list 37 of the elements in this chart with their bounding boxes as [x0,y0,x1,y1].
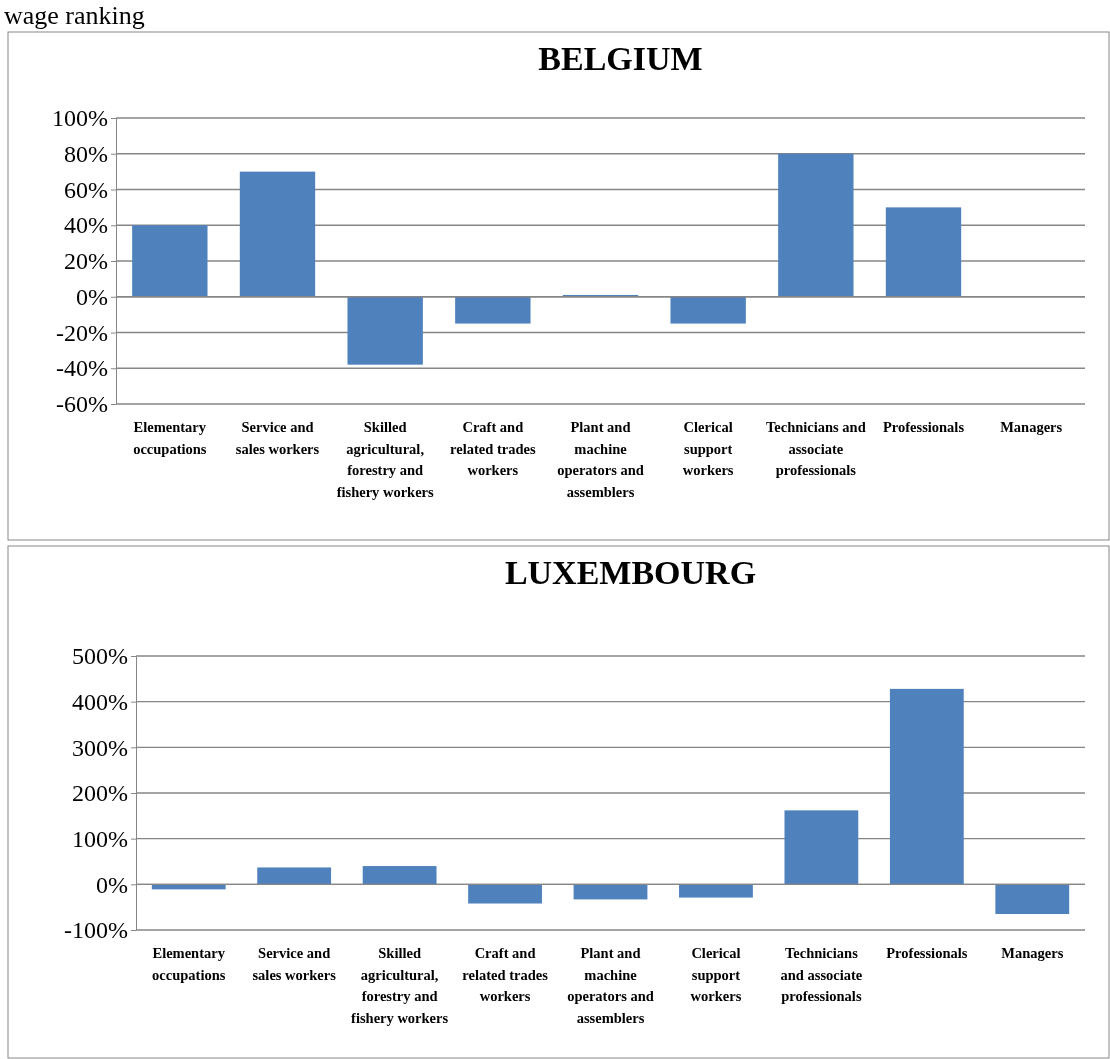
x-tick-label: Clerical support workers [682,419,734,478]
x-tick-label: Managers [1001,945,1064,961]
x-tick-label: Elementary occupations [133,419,207,457]
x-tick-label: Technicians and associate professionals [765,419,866,478]
y-tick-label: 500% [72,643,128,670]
chart-title: LUXEMBOURG [504,554,757,591]
y-tick-label: 60% [64,176,108,203]
y-tick-label: 200% [72,780,128,807]
y-tick-label: 400% [72,688,128,715]
x-tick-label: Managers [1000,419,1063,435]
x-tick-label: Service and sales workers [252,945,337,983]
y-tick-label: 0% [76,283,108,310]
y-tick-label: -40% [56,355,109,382]
x-tick-label: Skilled agricultural, forestry and fishery workers [336,419,435,500]
x-tick-label: Craft and related trades workers [450,419,536,478]
x-tick-label: Technicians and associate professionals [780,945,863,1004]
y-tick-label: 100% [72,825,128,852]
y-tick-label: -20% [56,319,109,346]
x-tick-label: Service and sales workers [235,419,320,457]
y-tick-label: -60% [56,391,109,418]
y-tick-label: 300% [72,734,128,761]
x-tick-label: Plant and machine operators and assemblers [567,945,654,1026]
y-tick-label: 80% [64,140,108,167]
x-tick-label: Skilled agricultural, forestry and fishery workers [351,945,449,1026]
y-tick-label: -100% [64,917,129,944]
y-tick-label: 0% [96,871,128,898]
y-tick-label: 40% [64,212,108,239]
x-tick-label: Plant and machine operators and assemblers [557,419,644,500]
x-tick-label: Craft and related trades workers [462,945,549,1004]
x-tick-label: Clerical support workers [690,945,742,1004]
x-tick-label: Professionals [886,945,968,961]
y-tick-label: 20% [64,248,108,275]
x-tick-label: Professionals [882,419,965,435]
y-tick-label: 100% [52,105,108,132]
x-tick-label: Elementary occupations [152,945,226,983]
chart-title: BELGIUM [538,40,703,77]
text: wage ranking [4,1,145,30]
